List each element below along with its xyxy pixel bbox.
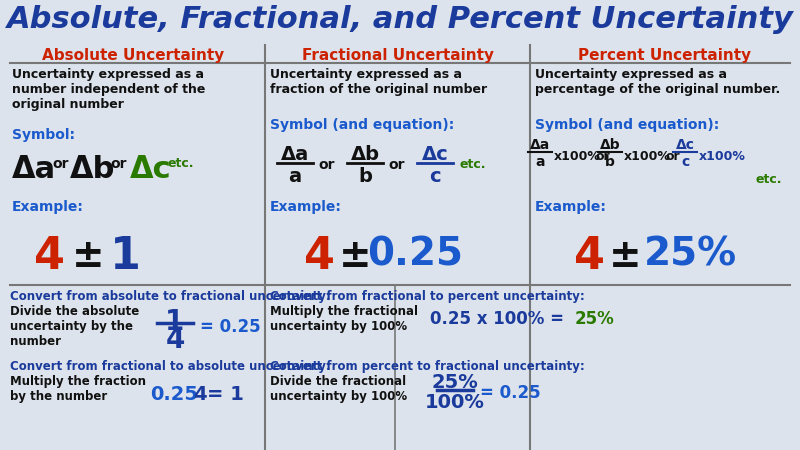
Text: Divide the absolute
uncertainty by the
number: Divide the absolute uncertainty by the n…	[10, 305, 139, 348]
Text: 1: 1	[110, 235, 141, 278]
Text: or: or	[318, 158, 334, 172]
Text: Δc: Δc	[422, 145, 448, 164]
Text: Convert from fractional to percent uncertainty:: Convert from fractional to percent uncer…	[270, 290, 585, 303]
Text: b: b	[358, 167, 372, 186]
Text: Convert from percent to fractional uncertainty:: Convert from percent to fractional uncer…	[270, 360, 585, 373]
Text: c: c	[429, 167, 441, 186]
Text: 100%: 100%	[425, 393, 485, 412]
Text: Uncertainty expressed as a
fraction of the original number: Uncertainty expressed as a fraction of t…	[270, 68, 487, 96]
Text: = 0.25: = 0.25	[480, 384, 541, 402]
Text: Absolute Uncertainty: Absolute Uncertainty	[42, 48, 224, 63]
Text: 4: 4	[305, 235, 335, 278]
Text: c: c	[681, 155, 689, 169]
Text: Multiply the fractional
uncertainty by 100%: Multiply the fractional uncertainty by 1…	[270, 305, 418, 333]
Text: or: or	[388, 158, 405, 172]
Text: Uncertainty expressed as a
percentage of the original number.: Uncertainty expressed as a percentage of…	[535, 68, 780, 96]
Text: Convert from fractional to absolute uncertainty:: Convert from fractional to absolute unce…	[10, 360, 330, 373]
Text: etc.: etc.	[460, 158, 486, 171]
Text: 25%: 25%	[432, 373, 478, 392]
Text: Symbol (and equation):: Symbol (and equation):	[270, 118, 454, 132]
Text: 4: 4	[193, 385, 206, 404]
Text: or: or	[595, 150, 610, 163]
Text: ±: ±	[609, 237, 642, 275]
Text: Absolute, Fractional, and Percent Uncertainty: Absolute, Fractional, and Percent Uncert…	[6, 5, 794, 34]
Text: 4: 4	[574, 235, 606, 278]
Text: 25%: 25%	[643, 235, 737, 273]
Text: 0.25: 0.25	[367, 235, 463, 273]
Text: Δb: Δb	[70, 155, 115, 184]
Text: a: a	[535, 155, 545, 169]
Text: a: a	[289, 167, 302, 186]
Text: or: or	[52, 157, 69, 171]
Text: x100%: x100%	[554, 150, 601, 163]
Text: x100%: x100%	[699, 150, 746, 163]
Text: Δc: Δc	[675, 138, 694, 152]
Text: b: b	[605, 155, 615, 169]
Text: Uncertainty expressed as a
number independent of the
original number: Uncertainty expressed as a number indepe…	[12, 68, 206, 111]
Text: Δc: Δc	[130, 155, 172, 184]
Text: etc.: etc.	[167, 157, 194, 170]
Text: Δb: Δb	[350, 145, 379, 164]
Text: Δa: Δa	[281, 145, 309, 164]
Text: Symbol (and equation):: Symbol (and equation):	[535, 118, 719, 132]
Text: Example:: Example:	[12, 200, 84, 214]
Text: Percent Uncertainty: Percent Uncertainty	[578, 48, 751, 63]
Text: 4: 4	[34, 235, 66, 278]
Text: = 1: = 1	[207, 385, 244, 404]
Text: x100%: x100%	[624, 150, 671, 163]
Text: Convert from absolute to fractional uncertainty:: Convert from absolute to fractional unce…	[10, 290, 330, 303]
Text: 4: 4	[166, 326, 185, 354]
Text: Δa: Δa	[12, 155, 56, 184]
Text: ±: ±	[338, 237, 371, 275]
Text: Δa: Δa	[530, 138, 550, 152]
Text: Δb: Δb	[600, 138, 620, 152]
Text: 25%: 25%	[575, 310, 614, 328]
Text: Example:: Example:	[535, 200, 607, 214]
Text: 0.25: 0.25	[150, 385, 198, 404]
Text: Divide the fractional
uncertainty by 100%: Divide the fractional uncertainty by 100…	[270, 375, 407, 403]
Text: ±: ±	[72, 237, 104, 275]
Text: Multiply the fraction
by the number: Multiply the fraction by the number	[10, 375, 146, 403]
Text: or: or	[110, 157, 126, 171]
Text: 0.25 x 100% =: 0.25 x 100% =	[430, 310, 570, 328]
Text: 1: 1	[166, 308, 185, 336]
Text: Symbol:: Symbol:	[12, 128, 75, 142]
Text: etc.: etc.	[755, 173, 782, 186]
Text: Fractional Uncertainty: Fractional Uncertainty	[302, 48, 494, 63]
Text: = 0.25: = 0.25	[200, 318, 261, 336]
Text: Example:: Example:	[270, 200, 342, 214]
Text: or: or	[665, 150, 680, 163]
